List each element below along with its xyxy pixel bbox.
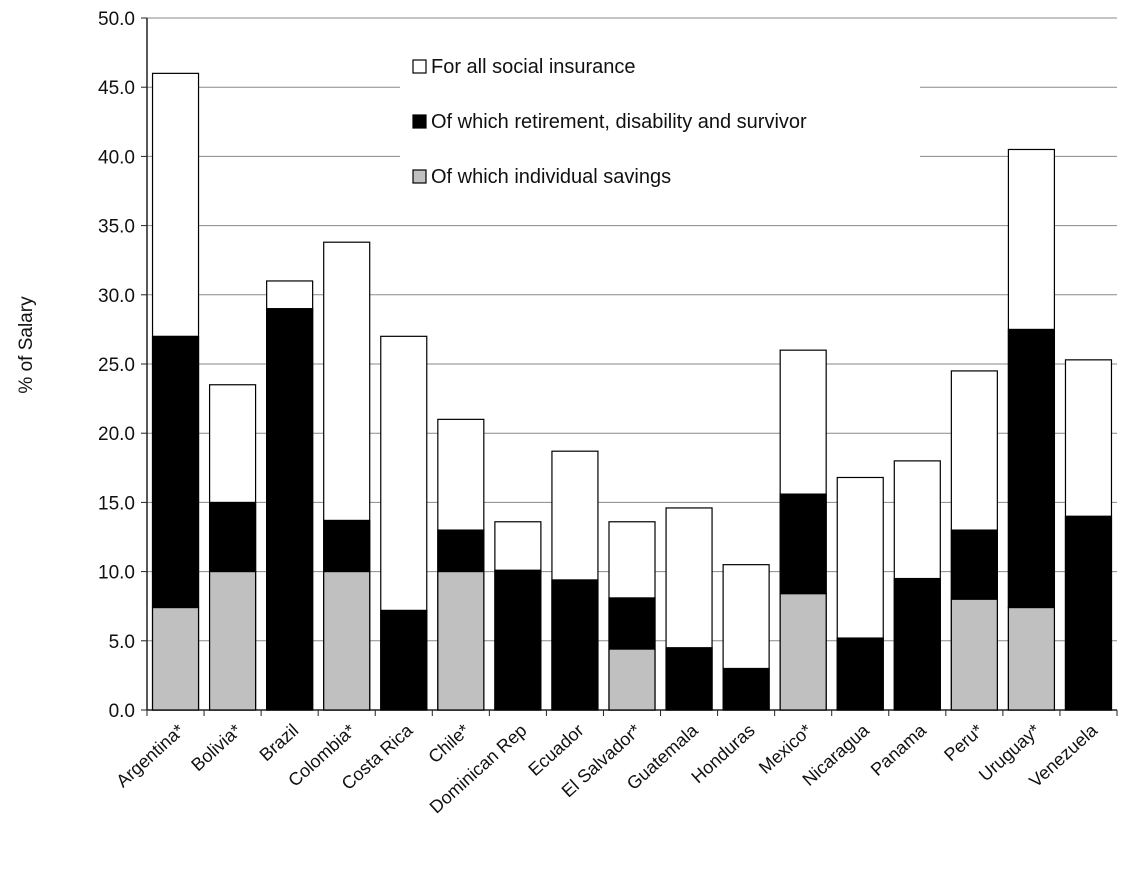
x-category-label: Chile* (424, 720, 473, 767)
y-tick-label: 35.0 (98, 217, 135, 238)
legend-entry-label: Of which retirement, disability and surv… (431, 111, 807, 133)
bar-retirement (380, 609, 428, 711)
bar-retirement (608, 597, 656, 650)
bar-individual-savings (779, 593, 827, 711)
bar-retirement (551, 579, 599, 711)
y-tick-label: 50.0 (98, 9, 135, 30)
x-category-label: Bolivia* (187, 720, 245, 775)
bar-retirement (893, 577, 941, 711)
y-tick-label: 10.0 (98, 563, 135, 584)
bar-retirement (836, 637, 884, 711)
bar-retirement (779, 493, 827, 595)
bar-individual-savings (950, 598, 998, 711)
legend: For all social insurance Of which retirem… (400, 42, 920, 212)
bar-individual-savings (151, 606, 200, 711)
y-tick-label: 20.0 (98, 424, 135, 445)
bar-retirement (208, 501, 257, 573)
bars (151, 72, 1113, 711)
legend-entry-label: Of which individual savings (431, 166, 671, 188)
y-tick-label: 15.0 (98, 493, 135, 514)
bar-retirement (266, 308, 314, 711)
bar-retirement (151, 335, 200, 609)
bar-retirement (722, 667, 770, 711)
bar-retirement (494, 569, 542, 711)
y-tick-label: 0.0 (109, 701, 135, 722)
x-category-label: Peru* (940, 720, 987, 765)
legend-entry-label: For all social insurance (431, 56, 636, 78)
y-tick-label: 40.0 (98, 147, 135, 168)
bar-retirement (665, 647, 713, 711)
legend-background (400, 42, 920, 212)
legend-swatch (412, 114, 427, 129)
bar-retirement (1007, 328, 1056, 609)
legend-swatch (412, 169, 427, 184)
legend-swatch (412, 59, 427, 74)
bar-individual-savings (1007, 606, 1056, 711)
bar-retirement (1064, 515, 1113, 711)
y-tick-label: 30.0 (98, 286, 135, 307)
x-category-label: Honduras (687, 720, 758, 787)
x-category-label: Panama (867, 719, 931, 779)
bar-retirement (950, 529, 998, 600)
x-category-label: Argentina* (112, 720, 188, 791)
x-category-label: Brazil (255, 720, 302, 765)
bar-retirement (437, 529, 485, 573)
y-tick-label: 45.0 (98, 78, 135, 99)
y-axis-title: % of Salary (16, 296, 37, 394)
bar-individual-savings (208, 570, 257, 711)
y-tick-label: 25.0 (98, 355, 135, 376)
x-category-label: Dominican Rep (426, 720, 531, 817)
y-tick-label: 5.0 (109, 632, 135, 653)
bar-individual-savings (608, 648, 656, 711)
bar-individual-savings (323, 570, 371, 711)
bar-retirement (323, 519, 371, 573)
bar-individual-savings (437, 570, 485, 711)
